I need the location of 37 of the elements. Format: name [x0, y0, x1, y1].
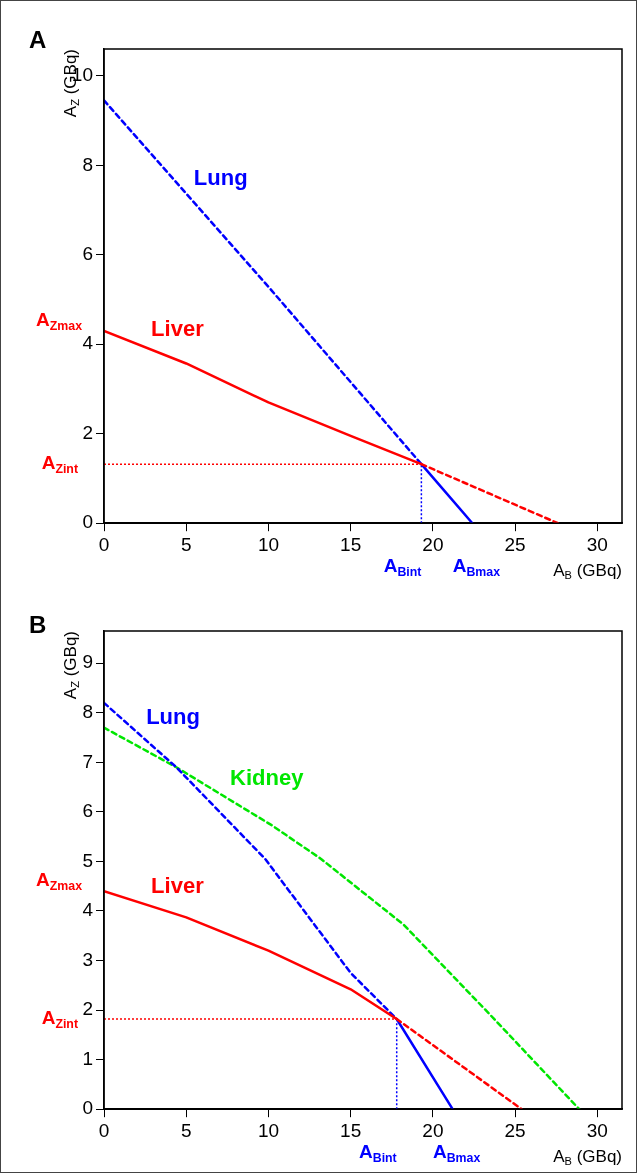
chart-title: B	[29, 610, 47, 638]
y-tick-label: 4	[82, 332, 94, 354]
y-tick-label: 0	[82, 511, 93, 533]
y-tick-label: 6	[82, 800, 93, 822]
x-tick-label: 15	[340, 1119, 362, 1141]
y-tick-label: 5	[82, 849, 93, 871]
x-tick-label: 10	[257, 533, 280, 555]
y-tick-label: 8	[82, 701, 93, 722]
series-label: Kidney	[230, 765, 305, 791]
y-tick-label: 4	[82, 899, 94, 921]
series-label: Lung	[146, 704, 200, 730]
y-tick-label: 7	[82, 750, 93, 772]
x-tick-label: 30	[586, 1119, 608, 1141]
series-label: Liver	[151, 316, 205, 342]
series-label: Liver	[151, 873, 205, 899]
x-tick-label: 5	[180, 1119, 192, 1141]
x-tick-label: 0	[98, 533, 110, 555]
y-tick-label: 1	[82, 1047, 93, 1069]
x-tick-label: 5	[180, 533, 192, 555]
y-tick-label: 3	[82, 948, 93, 970]
x-tick-label: 20	[422, 1119, 444, 1141]
x-tick-label: 0	[98, 1119, 110, 1141]
y-tick-label: 0	[82, 1097, 93, 1119]
x-tick-label: 25	[504, 533, 526, 555]
x-tick-label: 10	[257, 1119, 280, 1141]
y-tick-label: 9	[82, 651, 93, 673]
y-tick-label: 2	[82, 998, 93, 1020]
y-tick-label: 2	[82, 421, 93, 443]
chart-title: A	[29, 25, 47, 53]
series-label: Lung	[193, 164, 248, 190]
y-tick-label: 6	[82, 243, 93, 265]
x-tick-label: 25	[504, 1119, 526, 1141]
x-tick-label: 20	[422, 533, 444, 555]
x-tick-label: 30	[586, 533, 608, 555]
y-tick-label: 8	[82, 153, 93, 175]
x-tick-label: 15	[340, 533, 362, 555]
y-axis-title: AZ (GBq)	[60, 631, 82, 700]
